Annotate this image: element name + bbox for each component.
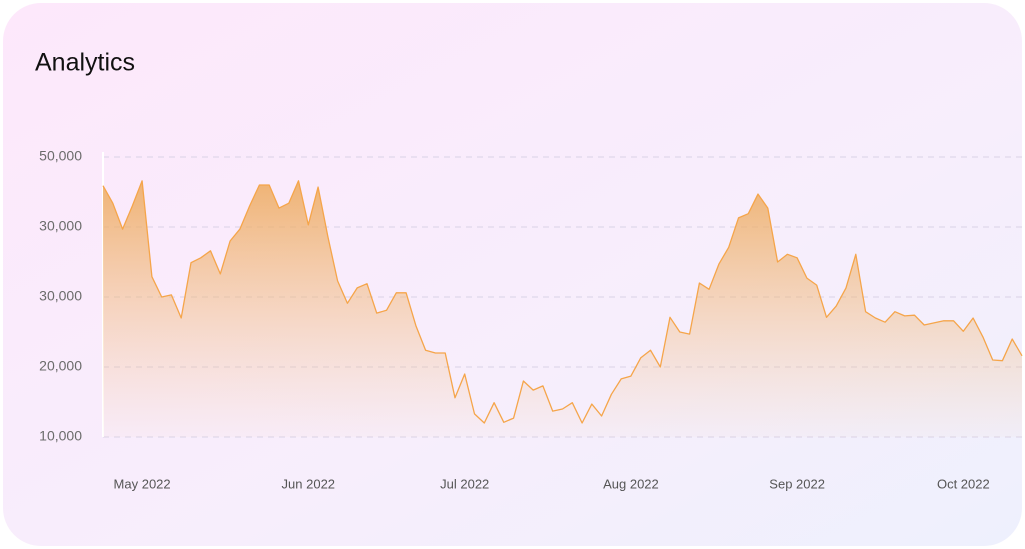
y-tick-label: 50,000 (39, 148, 82, 164)
y-tick-label: 10,000 (39, 428, 82, 444)
x-tick-label: Sep 2022 (769, 476, 825, 491)
x-tick-label: Jul 2022 (440, 476, 489, 491)
x-tick-label: Jun 2022 (282, 476, 336, 491)
card-background (3, 3, 1022, 546)
chart-title: Analytics (35, 49, 135, 77)
area (103, 180, 1022, 438)
y-tick-label: 30,000 (39, 288, 82, 304)
y-tick-label: 20,000 (39, 358, 82, 374)
line (102, 180, 1023, 424)
x-tick-label: May 2022 (114, 476, 171, 491)
x-tick-label: Oct 2022 (937, 476, 990, 491)
y-tick-label: 30,000 (39, 218, 82, 234)
x-tick-label: Aug 2022 (603, 476, 659, 491)
